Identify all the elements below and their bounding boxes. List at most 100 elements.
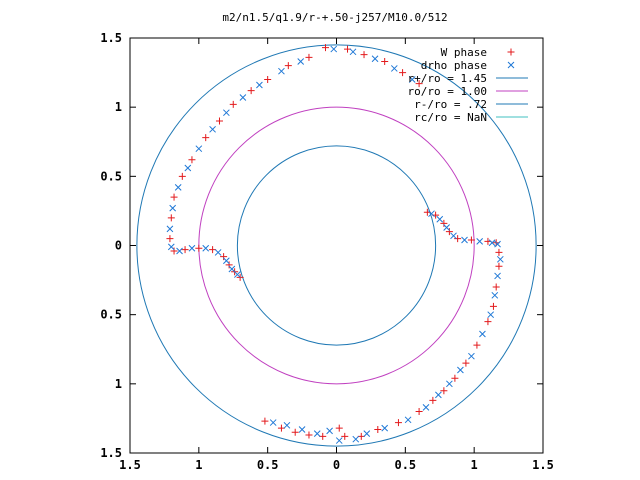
x-tick-label: 0.5 bbox=[394, 458, 416, 472]
drho-phase-point bbox=[278, 67, 285, 75]
w-phase-point bbox=[188, 156, 196, 164]
w-phase-point bbox=[489, 302, 497, 310]
w-phase-point bbox=[462, 359, 470, 367]
drho-phase-point bbox=[228, 265, 236, 273]
drho-phase-point bbox=[223, 257, 230, 265]
drho-phase-point bbox=[313, 430, 321, 437]
drho-phase-point bbox=[488, 239, 496, 247]
drho-phase-point bbox=[491, 291, 499, 299]
reference-circle bbox=[236, 145, 437, 346]
drho-phase-point bbox=[184, 164, 192, 172]
reference-circle bbox=[198, 106, 475, 385]
drho-phase-point bbox=[479, 330, 486, 338]
drho-phase-point bbox=[223, 109, 230, 117]
w-phase-point bbox=[484, 318, 492, 326]
w-phase-point bbox=[178, 172, 186, 180]
drho-phase-point bbox=[335, 437, 343, 444]
drho-phase-point bbox=[167, 243, 175, 251]
w-phase-point bbox=[360, 51, 368, 59]
w-phase-point bbox=[247, 87, 255, 95]
w-phase-point bbox=[305, 431, 313, 439]
drho-phase-point bbox=[326, 427, 333, 435]
w-phase-point bbox=[305, 53, 313, 61]
y-tick-label: 0.5 bbox=[100, 169, 122, 183]
drho-phase-point bbox=[435, 391, 442, 399]
drho-phase-point bbox=[428, 210, 435, 218]
w-phase-point bbox=[473, 341, 481, 349]
w-phase-point bbox=[467, 236, 475, 244]
drho-phase-point bbox=[408, 76, 416, 83]
chart-title: m2/n1.5/q1.9/r-+.50-j257/M10.0/512 bbox=[222, 11, 447, 24]
y-tick-label: 0.5 bbox=[100, 308, 122, 322]
drho-phase-point bbox=[202, 244, 210, 252]
drho-phase-point bbox=[422, 403, 430, 411]
w-phase-point bbox=[167, 214, 175, 222]
drho-phase-point bbox=[269, 419, 277, 426]
w-phase-point bbox=[445, 228, 453, 236]
reference-circles bbox=[136, 44, 537, 447]
drho-phase-point bbox=[297, 58, 305, 65]
x-tick-label: 1.5 bbox=[532, 458, 554, 472]
axis-ticks: 1.5 1 0.5 0 0.5 1 1.51.510.500.511.5 bbox=[100, 31, 554, 472]
drho-phase-point bbox=[256, 81, 263, 89]
drho-phase-point bbox=[390, 65, 398, 72]
legend-label: r+/ro = 1.45 bbox=[408, 72, 487, 85]
w-phase-point bbox=[261, 417, 269, 425]
drho-phase-point bbox=[371, 55, 379, 63]
w-phase-point bbox=[454, 235, 462, 243]
y-tick-label: 1.5 bbox=[100, 31, 122, 45]
drho-phase-point bbox=[443, 224, 450, 231]
drho-phase-point bbox=[349, 48, 357, 56]
w-phase-point bbox=[170, 247, 178, 255]
y-tick-label: 0 bbox=[115, 239, 122, 253]
x-tick-label: 0 bbox=[333, 458, 340, 472]
w-phase-point bbox=[229, 100, 237, 108]
legend-marker bbox=[507, 61, 515, 69]
drho-phase-point bbox=[283, 421, 291, 429]
drho-phase-point bbox=[450, 232, 457, 240]
w-phase-point bbox=[341, 432, 349, 440]
drho-phase-point bbox=[468, 352, 475, 360]
drho-phase-point bbox=[457, 366, 464, 374]
drho-phase-point bbox=[298, 426, 306, 433]
drho-phase-point bbox=[487, 311, 495, 319]
drho-phase-point bbox=[188, 244, 196, 252]
w-phase-point bbox=[225, 261, 233, 269]
w-phase-point bbox=[440, 387, 448, 395]
w-phase-point bbox=[399, 69, 407, 77]
x-tick-label: 1 bbox=[471, 458, 478, 472]
legend-label: drho phase bbox=[421, 59, 487, 72]
w-phase-point bbox=[495, 262, 503, 270]
drho-phase-point bbox=[330, 45, 338, 53]
w-phase-point bbox=[415, 408, 423, 415]
drho-phase-point bbox=[169, 204, 177, 212]
data-points bbox=[166, 44, 504, 444]
w-phase-point bbox=[374, 425, 382, 433]
w-phase-point bbox=[170, 193, 178, 201]
legend-label: r-/ro = .72 bbox=[414, 98, 487, 111]
drho-phase-point bbox=[404, 416, 412, 424]
drho-phase-point bbox=[381, 424, 389, 432]
y-tick-label: 1 bbox=[115, 377, 122, 391]
drho-phase-point bbox=[234, 271, 241, 278]
w-phase-point bbox=[202, 134, 210, 142]
w-phase-point bbox=[291, 428, 299, 436]
w-phase-point bbox=[429, 396, 437, 404]
legend-marker bbox=[507, 48, 515, 56]
drho-phase-point bbox=[496, 255, 504, 263]
drho-phase-point bbox=[436, 215, 444, 223]
w-phase-point bbox=[440, 219, 448, 227]
drho-phase-point bbox=[239, 94, 247, 101]
drho-phase-point bbox=[363, 430, 371, 437]
drho-phase-point bbox=[461, 236, 468, 244]
w-phase-point bbox=[335, 424, 343, 432]
legend-label: rc/ro = NaN bbox=[414, 111, 487, 124]
w-phase-point bbox=[321, 44, 329, 52]
drho-phase-point bbox=[446, 380, 453, 388]
drho-phase-point bbox=[352, 435, 360, 443]
drho-phase-point bbox=[176, 247, 183, 255]
w-phase-point bbox=[195, 244, 203, 252]
legend-label: W phase bbox=[441, 46, 487, 59]
drho-phase-point bbox=[494, 272, 501, 280]
